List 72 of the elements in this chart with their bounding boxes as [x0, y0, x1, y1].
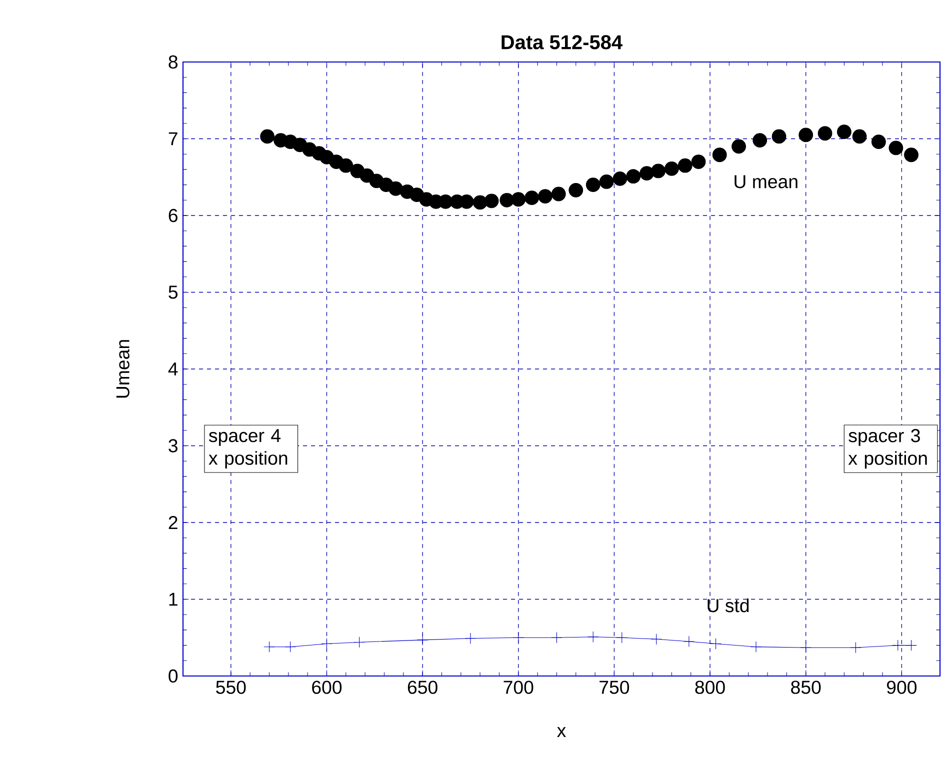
point — [599, 174, 614, 189]
x-tick-label: 900 — [886, 680, 917, 694]
point — [551, 186, 566, 202]
x-tick-label: 800 — [695, 680, 725, 694]
point — [512, 632, 524, 644]
x-tick-label: 850 — [791, 680, 821, 694]
point — [800, 642, 812, 654]
point — [260, 129, 275, 144]
point — [888, 140, 904, 156]
point — [772, 129, 786, 144]
point — [640, 166, 654, 180]
point — [538, 189, 552, 204]
annotation: U std — [708, 598, 749, 612]
point — [616, 632, 628, 644]
annotation: U mean — [734, 175, 798, 188]
point — [612, 171, 628, 186]
point — [750, 641, 762, 652]
point — [416, 634, 428, 646]
point — [683, 636, 695, 648]
y-tick-label: 4 — [168, 362, 178, 376]
point — [664, 161, 679, 176]
chart-title: Data 512-584 — [502, 35, 623, 50]
point — [388, 181, 403, 196]
y-tick-label: 5 — [168, 286, 178, 299]
point — [651, 164, 666, 178]
point — [871, 134, 886, 150]
point — [338, 158, 354, 173]
point — [472, 195, 488, 210]
point — [586, 178, 600, 192]
point — [484, 194, 499, 208]
point — [752, 133, 768, 148]
x-tick-label: 600 — [312, 680, 342, 694]
y-tick-label: 0 — [168, 669, 178, 683]
point — [626, 169, 641, 184]
y-tick-label: 6 — [168, 208, 178, 222]
point — [464, 632, 476, 644]
point — [321, 638, 332, 650]
point — [568, 182, 584, 198]
point — [850, 642, 862, 654]
point — [678, 158, 692, 173]
point — [691, 154, 706, 169]
point — [852, 129, 867, 144]
point — [836, 124, 852, 140]
y-axis-title: Umean — [116, 340, 130, 398]
y-tick-label: 3 — [168, 439, 178, 452]
x-axis-title: x — [557, 727, 566, 737]
x-tick-label: 750 — [600, 680, 630, 694]
point — [798, 128, 814, 142]
x-tick-label: 650 — [408, 680, 438, 694]
point — [284, 641, 296, 652]
point — [511, 192, 526, 207]
point — [906, 640, 917, 651]
point — [524, 190, 540, 206]
x-tick-label: 550 — [216, 680, 246, 694]
annotation: spacer 3 x position — [848, 429, 927, 469]
point — [818, 126, 832, 141]
point — [710, 638, 722, 650]
point — [264, 641, 275, 652]
point — [551, 632, 562, 644]
y-tick-label: 8 — [168, 55, 178, 69]
point — [712, 148, 727, 162]
annotation: spacer 4 x position — [208, 429, 288, 469]
y-tick-label: 7 — [168, 132, 178, 146]
y-tick-label: 1 — [169, 592, 178, 606]
point — [588, 631, 599, 642]
point — [650, 634, 662, 645]
point — [732, 139, 746, 154]
point — [892, 640, 904, 651]
x-tick-label: 700 — [504, 680, 534, 694]
point — [904, 148, 918, 162]
y-tick-label: 2 — [168, 516, 178, 530]
point — [354, 636, 365, 648]
